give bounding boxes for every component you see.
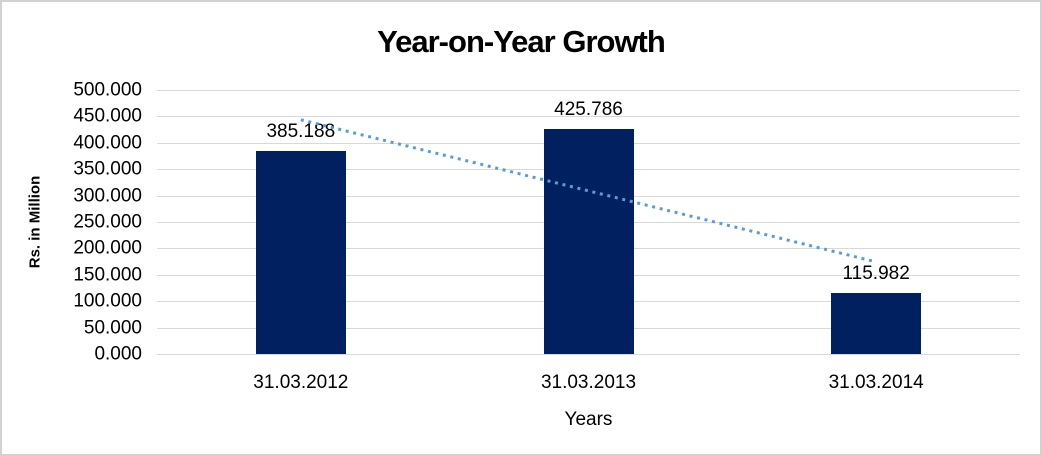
x-axis-tick-label: 31.03.2014 [828, 372, 924, 393]
x-axis-title: Years [564, 409, 613, 430]
y-axis-tick-label: 400.000 [73, 132, 142, 154]
y-axis-tick-label: 350.000 [73, 158, 142, 180]
y-axis-tick-label: 500.000 [73, 79, 142, 101]
gridline [157, 116, 1020, 118]
bar [831, 292, 922, 354]
y-axis-tick-label: 150.000 [73, 264, 142, 286]
y-axis-tick-label: 250.000 [73, 211, 142, 233]
bar-value-label: 115.982 [842, 262, 910, 284]
y-axis-tick-label: 100.000 [73, 290, 142, 312]
bar [255, 150, 346, 354]
bar-value-label: 385.188 [266, 120, 336, 142]
y-axis-tick-label: 50.000 [83, 317, 142, 339]
y-axis-tick-label: 300.000 [73, 185, 142, 207]
bar-value-label: 425.786 [554, 99, 623, 121]
x-axis-tick-label: 31.03.2013 [540, 372, 637, 393]
x-axis-tick-label: 31.03.2012 [253, 372, 349, 393]
gridline [157, 90, 1020, 91]
gridline [157, 354, 1020, 355]
y-axis-tick-label: 200.000 [73, 237, 142, 259]
y-axis-tick-label: 0.000 [94, 343, 142, 365]
bar [543, 129, 634, 354]
y-axis-tick-label: 450.000 [73, 105, 142, 127]
plot-area: 385.188 425.786 115.982 [157, 90, 1020, 355]
chart-title: Year-on-Year Growth [377, 24, 666, 59]
